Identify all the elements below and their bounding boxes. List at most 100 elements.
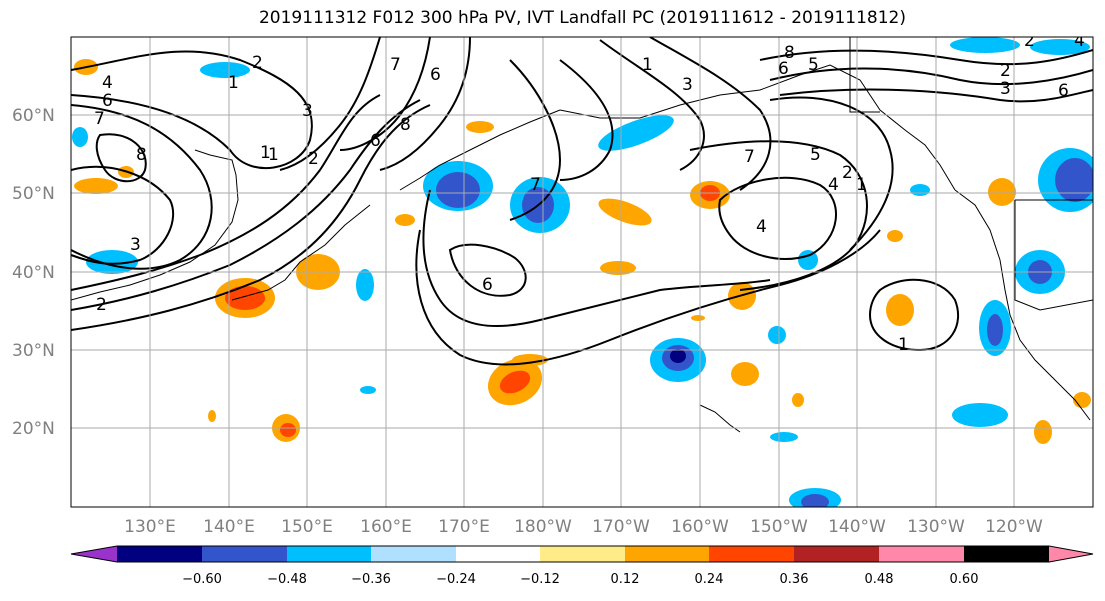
contour-label: 3	[302, 101, 313, 121]
colorbar-ticks: −0.60 −0.48 −0.36 −0.24 −0.12 0.12 0.24 …	[182, 572, 978, 587]
contour-label: 1	[856, 175, 867, 195]
colorbar-outline	[70, 545, 1094, 563]
neg-anomaly	[770, 432, 798, 442]
contour-label: 1	[642, 55, 653, 75]
neg-anomaly	[598, 115, 674, 151]
contour-label: 1	[260, 143, 271, 163]
pos-anomaly	[887, 230, 903, 242]
neg-anomaly	[360, 386, 376, 394]
colorbar-tick-label: 0.12	[611, 572, 640, 587]
colorbar-bin	[540, 546, 625, 562]
pv-contour	[559, 59, 614, 181]
pv-contour	[95, 133, 147, 183]
map-title: 2019111312 F012 300 hPa PV, IVT Landfall…	[258, 8, 906, 28]
neg-anomaly	[910, 184, 930, 196]
contour-label: 6	[778, 59, 789, 79]
aleutians	[399, 109, 561, 191]
pos-anomaly-core	[499, 370, 531, 394]
lon-label: 130°W	[907, 517, 965, 537]
lon-label: 130°E	[124, 517, 176, 537]
neg-anomaly	[768, 326, 786, 344]
colorbar-extend-high	[1049, 546, 1093, 562]
lon-label: 160°W	[671, 517, 729, 537]
contour-label: 2	[308, 149, 319, 169]
coastlines	[71, 37, 1093, 433]
contour-label: 5	[808, 55, 819, 75]
pv-contour	[759, 49, 1093, 66]
contour-label: 6	[102, 91, 113, 111]
contour-label: 1	[268, 145, 279, 165]
gridlines	[71, 37, 1093, 507]
contour-label: 3	[682, 75, 693, 95]
colorbar-bin	[709, 546, 794, 562]
neg-anomaly	[200, 62, 250, 78]
colorbar-tick-label: 0.36	[780, 572, 809, 587]
lon-label: 140°W	[828, 517, 886, 537]
pv-contour	[71, 165, 175, 265]
lon-label: 170°E	[438, 517, 490, 537]
contour-label: 4	[828, 175, 839, 195]
lat-label: 20°N	[12, 419, 55, 439]
lat-label: 30°N	[12, 341, 55, 361]
lon-label: 180°W	[514, 517, 572, 537]
colorbar-bin	[456, 546, 540, 562]
colorbar-bin	[371, 546, 456, 562]
colorbar-tick-label: −0.12	[520, 572, 560, 587]
pos-anomaly	[466, 121, 494, 133]
colorbar-tick-label: −0.36	[351, 572, 391, 587]
contour-label: 5	[810, 145, 821, 165]
contour-label: 2	[1024, 31, 1035, 51]
anomaly-fills	[72, 37, 1093, 507]
pos-anomaly	[691, 315, 705, 321]
contour-label: 6	[370, 131, 381, 151]
contour-label: 2	[842, 163, 853, 183]
contour-label: 2	[96, 295, 107, 315]
pv-contour	[71, 94, 381, 291]
colorbar	[70, 545, 1094, 563]
contour-label: 4	[756, 217, 767, 237]
contour-label: 7	[390, 55, 401, 75]
pv-contour	[769, 96, 894, 251]
lat-label: 50°N	[12, 184, 55, 204]
neg-anomaly	[1030, 39, 1090, 55]
contour-label: 1	[228, 73, 239, 93]
pos-anomaly	[988, 178, 1016, 206]
contour-label: 7	[530, 175, 541, 195]
neg-anomaly-core	[436, 172, 480, 208]
pos-anomaly	[395, 214, 415, 226]
pv-contour	[718, 176, 837, 260]
colorbar-tick-label: 0.24	[695, 572, 724, 587]
neg-anomaly	[950, 37, 1020, 53]
neg-anomaly-core	[987, 314, 1003, 346]
contour-label: 4	[1074, 31, 1085, 51]
japan-coast	[231, 204, 371, 301]
lon-label: 150°W	[750, 517, 808, 537]
pos-anomaly	[74, 178, 118, 194]
pos-anomaly	[886, 294, 914, 326]
contour-label: 3	[130, 235, 141, 255]
us-states	[1014, 200, 1093, 311]
neg-anomaly-max	[670, 349, 686, 363]
pv-contour	[649, 37, 772, 191]
neg-anomaly-core	[1055, 158, 1093, 202]
contour-label: 2	[252, 53, 263, 73]
colorbar-bin	[117, 546, 202, 562]
colorbar-bin	[287, 546, 371, 562]
neg-anomaly	[72, 127, 88, 147]
pv-contour	[448, 243, 527, 297]
colorbar-extend-low	[71, 546, 117, 562]
pv-contour	[779, 88, 1093, 103]
contour-label: 4	[102, 73, 113, 93]
alaska-coast	[559, 64, 956, 191]
longitude-labels: 130°E 140°E 150°E 160°E 170°E 180°W 170°…	[124, 517, 1043, 537]
pv-contour	[71, 104, 213, 270]
asia-coast	[71, 149, 239, 301]
lon-label: 120°W	[985, 517, 1043, 537]
contour-label: 8	[136, 145, 147, 165]
pos-anomaly-core	[225, 286, 265, 310]
lon-label: 140°E	[203, 517, 255, 537]
latitude-labels: 60°N 50°N 40°N 30°N 20°N	[12, 106, 55, 439]
contour-label: 1	[898, 335, 909, 355]
colorbar-bin	[879, 546, 964, 562]
